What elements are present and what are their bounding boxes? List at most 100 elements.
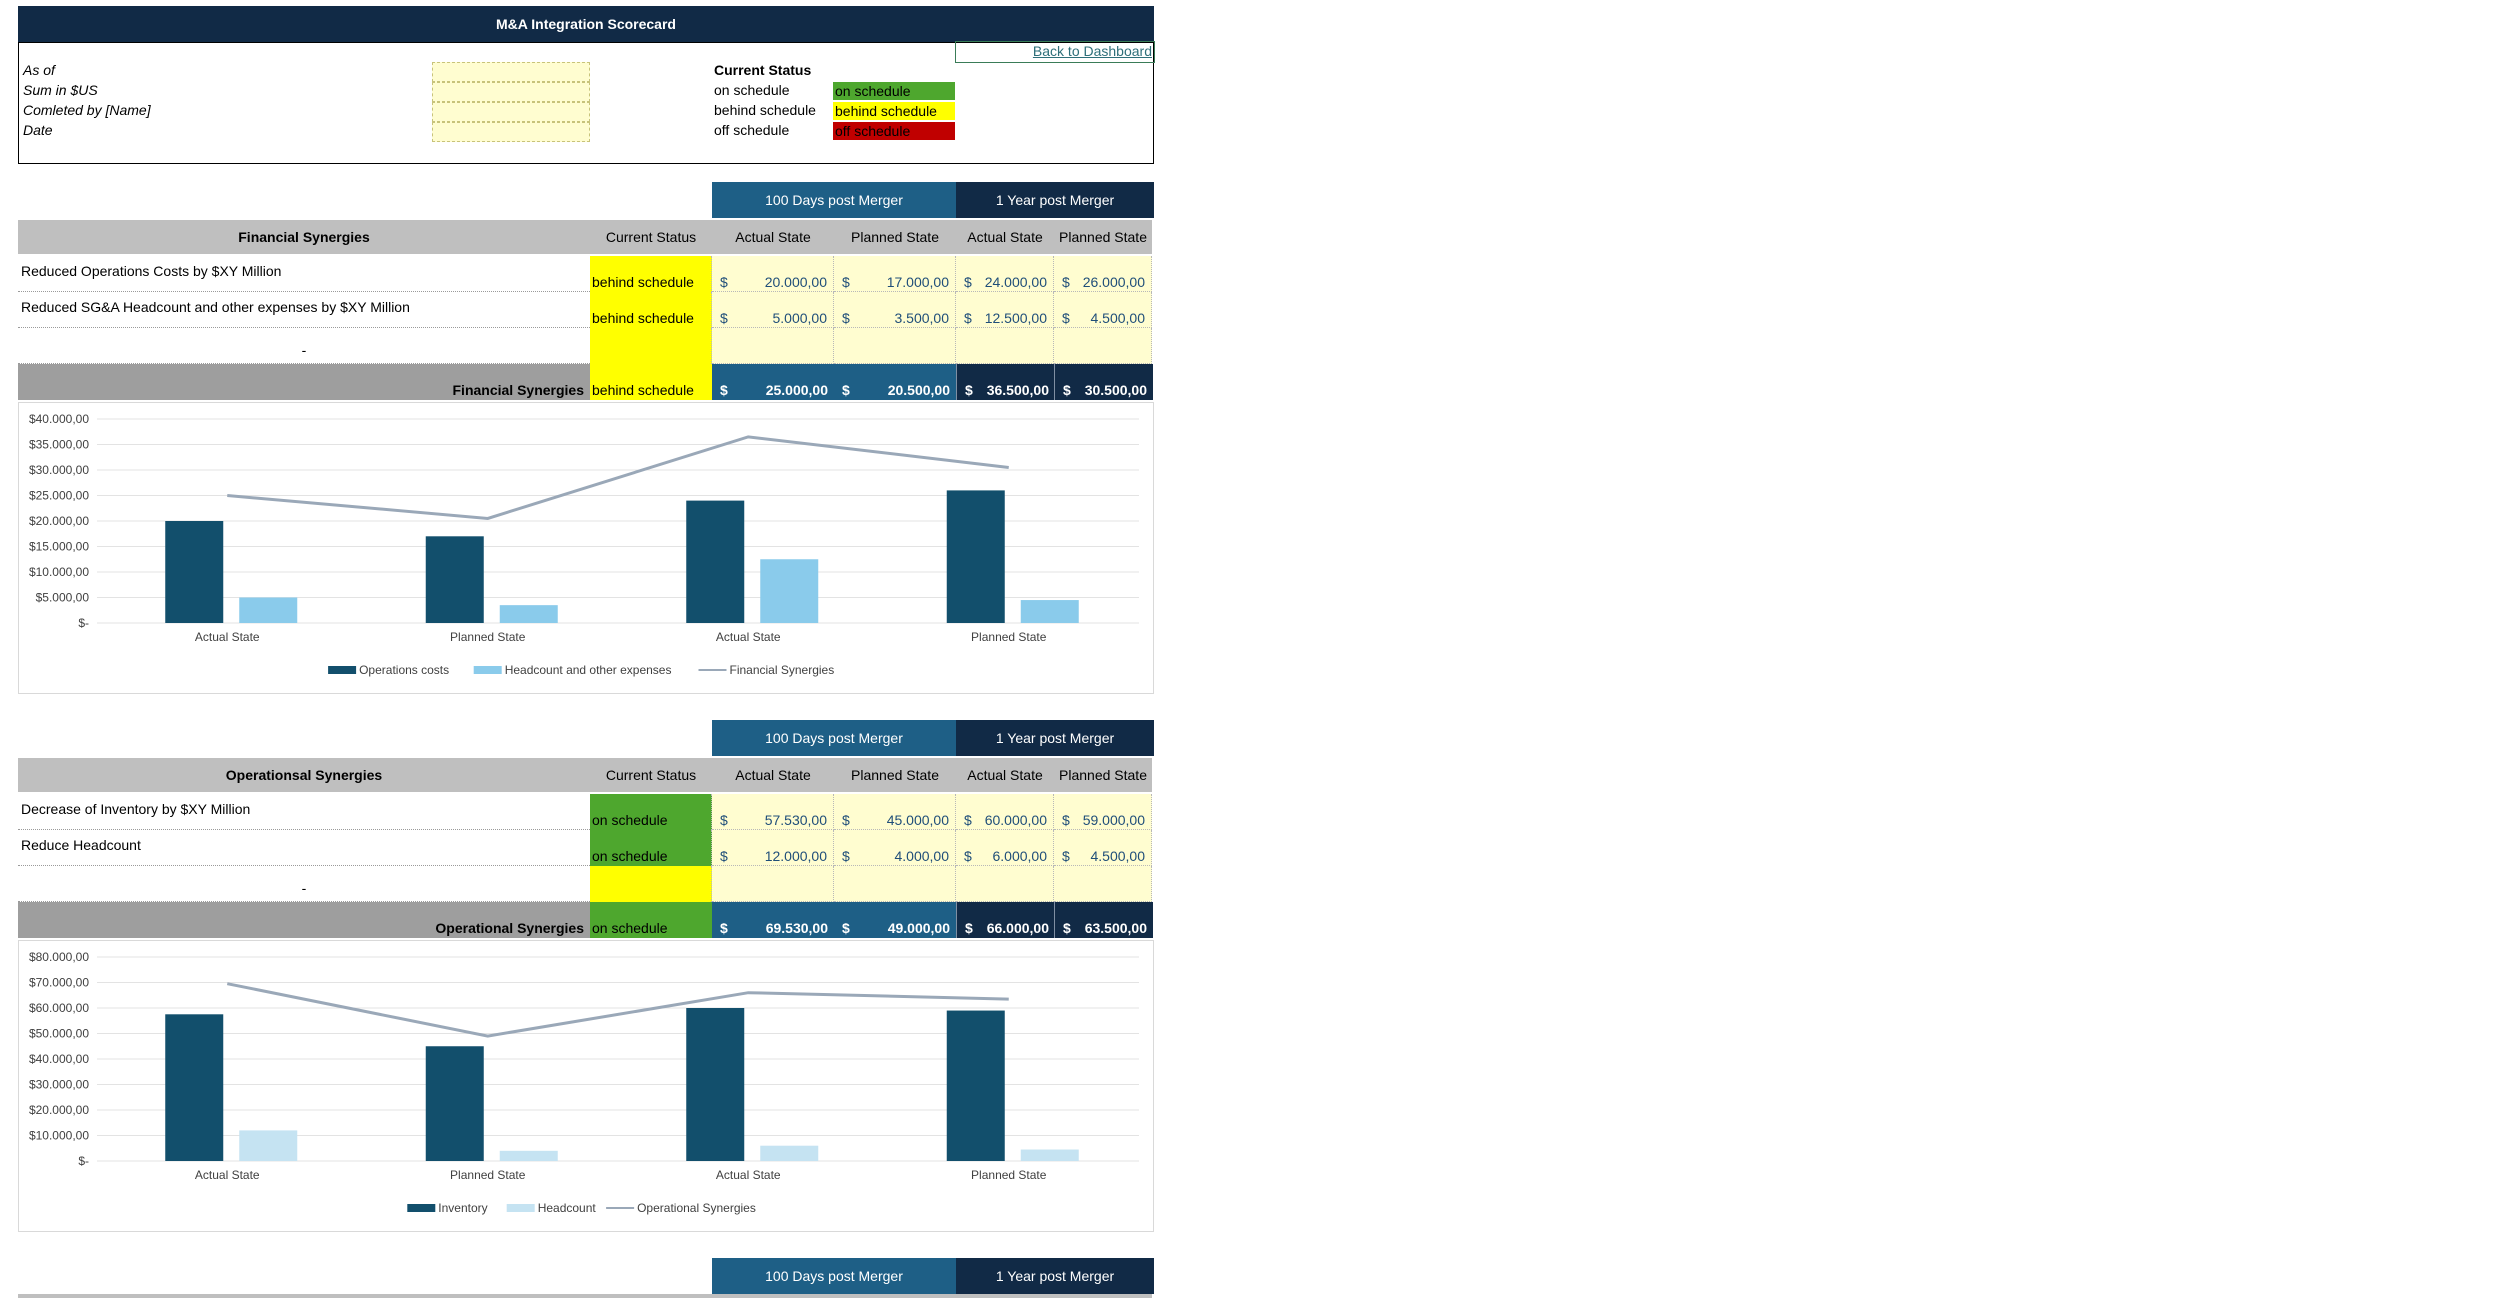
table-row	[18, 292, 590, 328]
chart-area[interactable]: $40.000,00 $35.000,00 $30.000,00 $25.000,00…	[18, 402, 1154, 694]
value-cell[interactable]	[834, 866, 956, 902]
bar-operations-costs[interactable]	[686, 500, 745, 623]
row-status-cell[interactable]	[590, 328, 712, 364]
bar-headcount-and-other-expenses[interactable]	[1020, 600, 1079, 623]
legend-label: Headcount and other expenses	[505, 663, 672, 677]
line-operational-synergies[interactable]	[226, 982, 1009, 1038]
legend-behind-schedule-swatch: behind schedule	[833, 102, 955, 120]
col-actual-state: Actual State	[967, 229, 1043, 245]
y-tick-label: $5.000,00	[36, 591, 90, 605]
col-actual-state: Actual State	[735, 229, 811, 245]
y-tick-label: $40.000,00	[29, 412, 89, 426]
value-cell[interactable]	[1054, 866, 1152, 902]
legend-swatch	[473, 666, 502, 674]
value-cell[interactable]: $45.000,00	[834, 794, 956, 830]
row-status-cell[interactable]: on schedule	[590, 830, 712, 866]
sum-input[interactable]	[432, 82, 590, 102]
completed-by-input[interactable]	[432, 102, 590, 122]
y-tick-label: $30.000,00	[29, 463, 89, 477]
date-input[interactable]	[432, 122, 590, 142]
x-tick-label: Planned State	[971, 630, 1047, 644]
cell-value: 5.000,00	[772, 310, 828, 326]
chart-area[interactable]: $80.000,00 $70.000,00 $60.000,00 $50.000,00…	[18, 940, 1154, 1232]
currency-symbol: $	[1062, 812, 1070, 828]
row-status-text: on schedule	[592, 848, 668, 864]
bar-inventory[interactable]	[425, 1046, 484, 1161]
currency-symbol: $	[720, 848, 728, 864]
value-cell[interactable]: $57.530,00	[712, 794, 834, 830]
value-cell[interactable]	[712, 328, 834, 364]
value-cell[interactable]: $59.000,00	[1054, 794, 1152, 830]
bar-headcount-and-other-expenses[interactable]	[760, 559, 819, 623]
bar-inventory[interactable]	[165, 1014, 224, 1161]
value-cell[interactable]: $60.000,00	[956, 794, 1054, 830]
currency-symbol: $	[842, 274, 850, 290]
value-cell[interactable]: $24.000,00	[956, 256, 1054, 292]
bar-headcount[interactable]	[239, 1130, 298, 1161]
currency-symbol: $	[965, 920, 973, 936]
value-cell[interactable]: $5.000,00	[712, 292, 834, 328]
bar-inventory[interactable]	[686, 1008, 745, 1161]
value-cell[interactable]: $12.000,00	[712, 830, 834, 866]
value-cell[interactable]: $4.500,00	[1054, 292, 1152, 328]
bar-inventory[interactable]	[946, 1010, 1005, 1161]
total-value: 69.530,00	[765, 920, 828, 936]
cell-value: 24.000,00	[984, 274, 1047, 290]
legend-behind-schedule-label: behind schedule	[714, 102, 816, 118]
bar-operations-costs[interactable]	[425, 536, 484, 623]
col-planned-state: Planned State	[1059, 229, 1147, 245]
currency-symbol: $	[1063, 382, 1071, 398]
bar-headcount[interactable]	[760, 1145, 819, 1161]
value-cell[interactable]	[1054, 328, 1152, 364]
x-tick-label: Actual State	[716, 1168, 781, 1182]
bar-operations-costs[interactable]	[946, 490, 1005, 623]
value-cell[interactable]: $26.000,00	[1054, 256, 1152, 292]
legend-swatch	[506, 1204, 535, 1212]
value-cell[interactable]	[956, 866, 1054, 902]
currency-symbol: $	[1062, 274, 1070, 290]
currency-symbol: $	[964, 274, 972, 290]
value-cell[interactable]: $12.500,00	[956, 292, 1054, 328]
y-tick-label: $40.000,00	[29, 1052, 89, 1066]
value-cell[interactable]: $20.000,00	[712, 256, 834, 292]
value-cell[interactable]: $4.000,00	[834, 830, 956, 866]
value-cell[interactable]: $3.500,00	[834, 292, 956, 328]
row-status-cell[interactable]: behind schedule	[590, 256, 712, 292]
bar-headcount[interactable]	[499, 1150, 558, 1161]
y-tick-label: $80.000,00	[29, 950, 89, 964]
table-row	[18, 328, 590, 364]
x-tick-label: Planned State	[971, 1168, 1047, 1182]
back-to-dashboard-link[interactable]: Back to Dashboard	[955, 41, 1155, 63]
line-financial-synergies[interactable]	[227, 435, 1009, 520]
value-cell[interactable]: $17.000,00	[834, 256, 956, 292]
y-tick-label: $70.000,00	[29, 976, 89, 990]
row-status-cell[interactable]: on schedule	[590, 794, 712, 830]
total-value: 63.500,00	[1084, 920, 1147, 936]
currency-symbol: $	[842, 382, 850, 398]
bar-operations-costs[interactable]	[165, 521, 224, 623]
value-cell[interactable]	[956, 328, 1054, 364]
bar-headcount[interactable]	[1020, 1149, 1079, 1161]
as-of-input[interactable]	[432, 62, 590, 82]
legend-off-schedule-label: off schedule	[714, 122, 790, 138]
total-label: Operational Synergies	[435, 920, 584, 936]
value-cell[interactable]	[834, 328, 956, 364]
status-legend-title: Current Status	[714, 62, 812, 78]
row-label: Reduce Headcount	[21, 837, 141, 853]
currency-symbol: $	[720, 310, 728, 326]
col-current-status: Current Status	[605, 767, 697, 783]
bar-headcount-and-other-expenses[interactable]	[239, 597, 298, 624]
value-cell[interactable]: $6.000,00	[956, 830, 1054, 866]
bar-headcount-and-other-expenses[interactable]	[499, 605, 558, 623]
row-status-text: on schedule	[592, 812, 668, 828]
value-cell[interactable]	[712, 866, 834, 902]
value-cell[interactable]: $4.500,00	[1054, 830, 1152, 866]
currency-symbol: $	[842, 812, 850, 828]
y-tick-label: $10.000,00	[29, 565, 89, 579]
row-status-cell[interactable]: behind schedule	[590, 292, 712, 328]
row-status-text: behind schedule	[592, 274, 694, 290]
currency-symbol: $	[965, 382, 973, 398]
row-status-cell[interactable]	[590, 866, 712, 902]
legend-label: Inventory	[438, 1201, 487, 1215]
total-value-cell: $69.530,00	[712, 902, 834, 938]
